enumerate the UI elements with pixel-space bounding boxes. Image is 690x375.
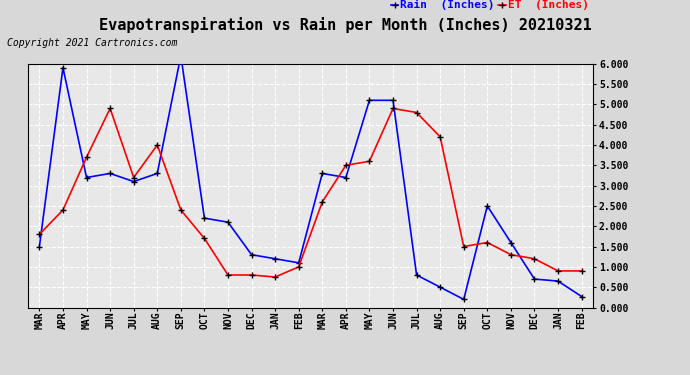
- Legend: Rain  (Inches), ET  (Inches): Rain (Inches), ET (Inches): [391, 0, 589, 10]
- Text: Evapotranspiration vs Rain per Month (Inches) 20210321: Evapotranspiration vs Rain per Month (In…: [99, 17, 591, 33]
- Text: Copyright 2021 Cartronics.com: Copyright 2021 Cartronics.com: [7, 38, 177, 48]
